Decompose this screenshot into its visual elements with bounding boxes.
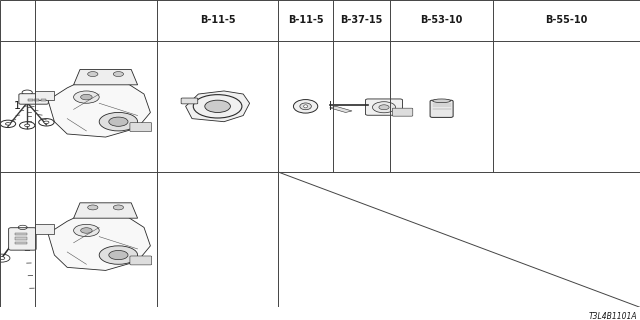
- Circle shape: [205, 100, 230, 112]
- Ellipse shape: [81, 94, 92, 100]
- Circle shape: [24, 124, 29, 127]
- FancyBboxPatch shape: [430, 100, 453, 117]
- Circle shape: [5, 123, 10, 125]
- Bar: [15, 233, 26, 235]
- FancyBboxPatch shape: [365, 99, 403, 115]
- FancyBboxPatch shape: [130, 256, 152, 265]
- Circle shape: [44, 121, 49, 124]
- Bar: [28, 99, 33, 101]
- Circle shape: [0, 257, 5, 260]
- Ellipse shape: [99, 112, 138, 131]
- Bar: [15, 242, 26, 244]
- Ellipse shape: [109, 117, 128, 126]
- Text: B-53-10: B-53-10: [420, 15, 463, 25]
- Ellipse shape: [300, 103, 312, 110]
- Ellipse shape: [304, 105, 308, 108]
- Polygon shape: [48, 212, 150, 270]
- Ellipse shape: [99, 246, 138, 264]
- Polygon shape: [186, 91, 250, 122]
- Ellipse shape: [81, 228, 92, 233]
- FancyBboxPatch shape: [181, 98, 198, 104]
- Circle shape: [88, 205, 98, 210]
- Polygon shape: [35, 224, 54, 234]
- Polygon shape: [330, 106, 352, 112]
- Circle shape: [88, 72, 98, 76]
- Text: B-37-15: B-37-15: [340, 15, 383, 25]
- Text: 1: 1: [14, 101, 21, 111]
- Bar: [41, 99, 46, 101]
- Circle shape: [372, 102, 396, 113]
- Bar: [15, 237, 26, 240]
- Text: B-55-10: B-55-10: [545, 15, 588, 25]
- Ellipse shape: [433, 99, 451, 103]
- Text: B-11-5: B-11-5: [200, 15, 236, 25]
- Polygon shape: [48, 79, 150, 137]
- Text: B-11-5: B-11-5: [288, 15, 323, 25]
- FancyBboxPatch shape: [392, 108, 413, 116]
- Polygon shape: [35, 91, 54, 100]
- Polygon shape: [74, 69, 138, 85]
- Ellipse shape: [74, 224, 99, 236]
- Circle shape: [113, 72, 124, 76]
- Text: 2: 2: [14, 235, 21, 245]
- Circle shape: [113, 205, 124, 210]
- Polygon shape: [74, 203, 138, 218]
- FancyBboxPatch shape: [9, 228, 36, 250]
- Text: T3L4B1101A: T3L4B1101A: [588, 312, 637, 320]
- Ellipse shape: [293, 100, 318, 113]
- Bar: [34, 99, 39, 101]
- Ellipse shape: [74, 91, 99, 103]
- FancyBboxPatch shape: [19, 94, 49, 104]
- Circle shape: [379, 105, 389, 110]
- Ellipse shape: [109, 251, 128, 260]
- FancyBboxPatch shape: [130, 123, 152, 132]
